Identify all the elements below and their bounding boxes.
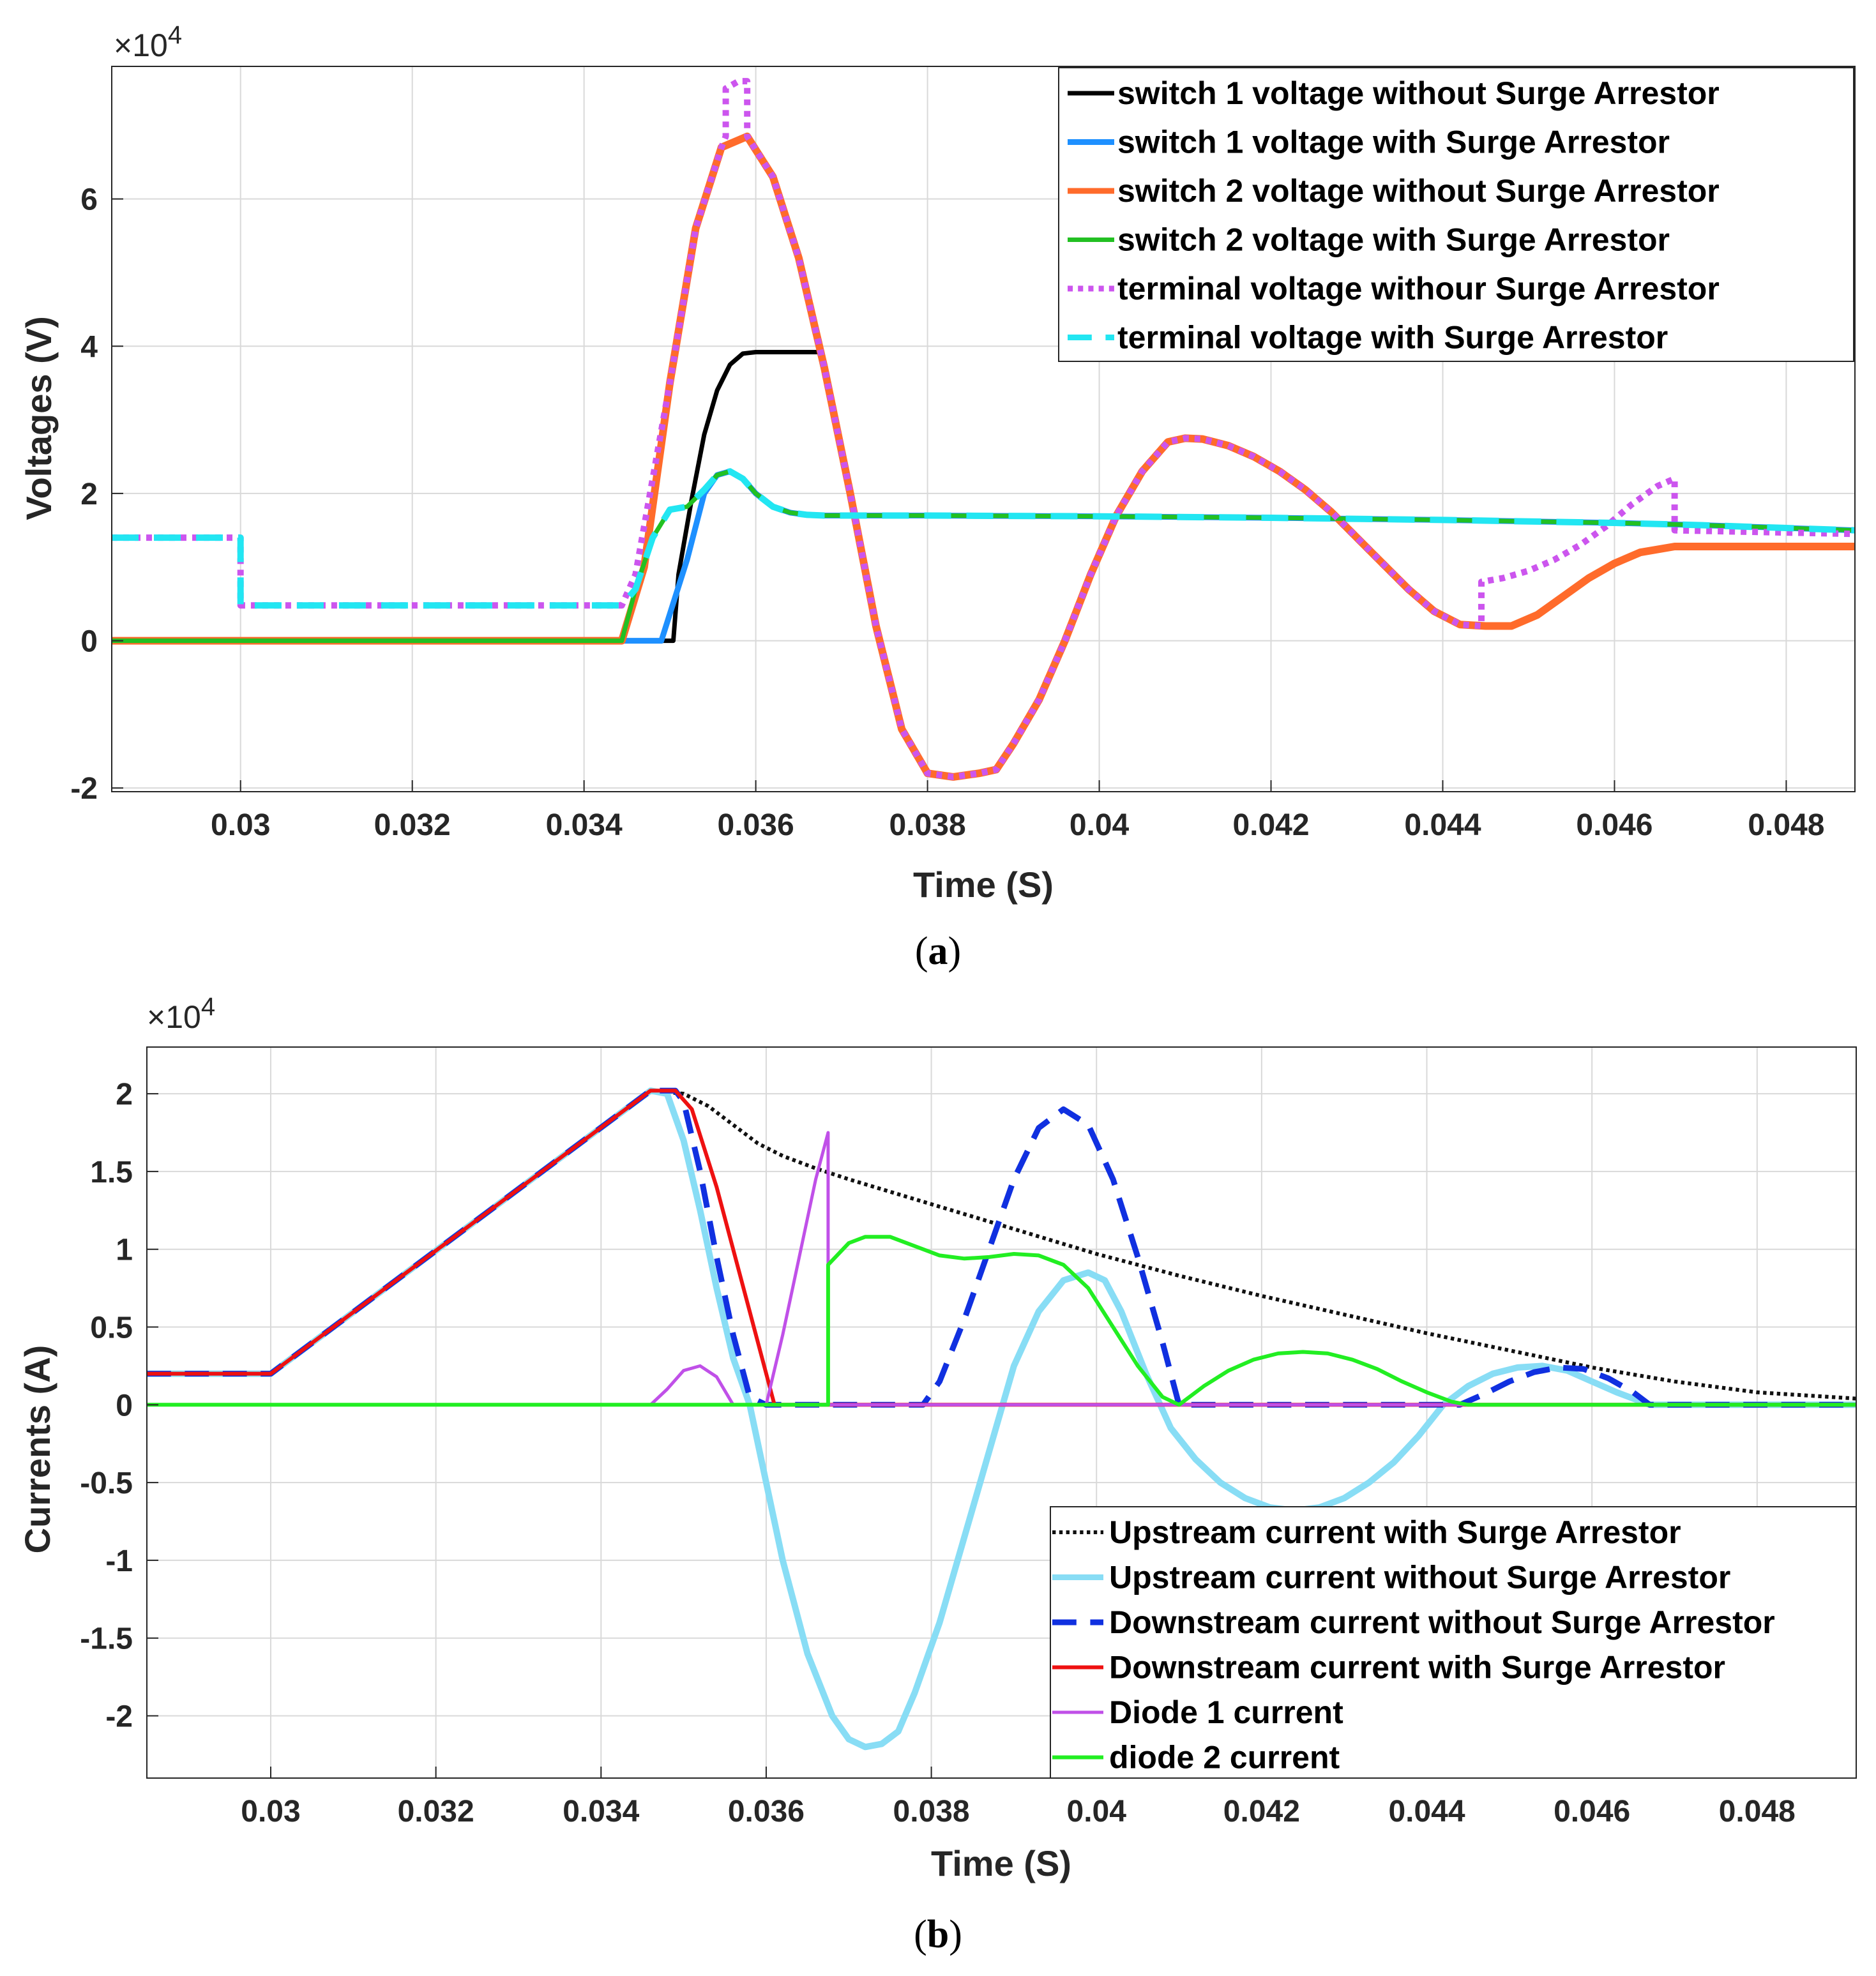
panel-a-series-terminal-voltage-with-surge-arrestor bbox=[112, 468, 1855, 609]
panel-b-y-tick-label: 2 bbox=[116, 1078, 133, 1112]
panel-b-series bbox=[147, 1087, 1856, 1751]
panel-a-voltages: 0.03 0.032 0.034 0.036 0.038 0.04 0.042 0.044 0.… bbox=[19, 21, 1856, 973]
panel-b-y-tick-label: -1.5 bbox=[80, 1622, 133, 1656]
panel-a-axes-frame bbox=[111, 66, 1856, 792]
panel-a-y-ticks: -2 0 2 4 6 bbox=[70, 183, 123, 806]
panel-a-series-terminal-voltage-withour-surge-arrestor bbox=[112, 78, 1855, 780]
panel-a-x-tick-label: 0.048 bbox=[1748, 808, 1824, 842]
panel-b-y-tick-label: -1 bbox=[105, 1544, 133, 1578]
panel-a-exponent: ×104 bbox=[114, 21, 182, 63]
panel-a-x-tick-label: 0.042 bbox=[1232, 808, 1309, 842]
panel-b-x-tick-label: 0.032 bbox=[398, 1795, 474, 1829]
panel-a-x-tick-label: 0.036 bbox=[718, 808, 794, 842]
panel-b-legend-box bbox=[1050, 1506, 1857, 1779]
panel-b-y-tick-label: -2 bbox=[105, 1700, 133, 1734]
panel-a-y-axis-label: Voltages (V) bbox=[19, 316, 59, 520]
panel-b-series-downstream-current-without-surge-arrestor bbox=[147, 1087, 1856, 1408]
panel-b-legend-label: Upstream current with Surge Arrestor bbox=[1109, 1514, 1681, 1550]
panel-b-legend-label: Diode 1 current bbox=[1109, 1694, 1343, 1730]
panel-a-legend-label: switch 1 voltage with Surge Arrestor bbox=[1117, 124, 1670, 160]
panel-b-y-tick-label: -0.5 bbox=[80, 1467, 133, 1500]
panel-a-legend-label: switch 1 voltage without Surge Arrestor bbox=[1117, 75, 1720, 111]
panel-b-y-tick-label: 1.5 bbox=[90, 1156, 133, 1189]
panel-b-x-ticks: 0.03 0.032 0.034 0.036 0.038 0.04 0.042 0.044 0.… bbox=[241, 1767, 1796, 1829]
panel-b-x-tick-label: 0.046 bbox=[1554, 1795, 1630, 1829]
panel-a-series bbox=[112, 78, 1855, 781]
panel-b-x-tick-label: 0.04 bbox=[1067, 1795, 1127, 1829]
panel-b-currents: 0.03 0.032 0.034 0.036 0.038 0.04 0.042 0.044 0.… bbox=[17, 993, 1857, 1956]
panel-b-x-tick-label: 0.044 bbox=[1388, 1795, 1465, 1829]
panel-a-legend-label: switch 2 voltage with Surge Arrestor bbox=[1117, 222, 1670, 258]
panel-b-x-tick-label: 0.036 bbox=[728, 1795, 805, 1829]
panel-b-y-tick-label: 0 bbox=[116, 1389, 133, 1422]
panel-b-legend-label: Downstream current without Surge Arresto… bbox=[1109, 1604, 1775, 1640]
panel-b-x-tick-label: 0.038 bbox=[893, 1795, 970, 1829]
panel-a-x-tick-label: 0.038 bbox=[889, 808, 966, 842]
panel-a-legend-box bbox=[1058, 67, 1854, 362]
panel-a-y-tick-label: 6 bbox=[80, 183, 98, 217]
panel-b-y-axis-label: Currents (A) bbox=[17, 1345, 57, 1554]
panel-b-caption: (b) bbox=[914, 1913, 962, 1956]
panel-a-legend: switch 1 voltage without Surge Arrestor s… bbox=[1058, 67, 1854, 362]
panel-b-x-axis-label: Time (S) bbox=[931, 1843, 1071, 1883]
panel-a-x-axis-label: Time (S) bbox=[913, 864, 1054, 905]
panel-a-x-tick-label: 0.04 bbox=[1070, 808, 1130, 842]
panel-b-x-tick-label: 0.048 bbox=[1719, 1795, 1796, 1829]
panel-b-y-tick-label: 1 bbox=[116, 1233, 133, 1267]
panel-b-x-tick-label: 0.042 bbox=[1223, 1795, 1300, 1829]
panel-a-caption: (a) bbox=[915, 930, 961, 973]
panel-b-x-tick-label: 0.03 bbox=[241, 1795, 300, 1829]
panel-b-legend: Upstream current with Surge Arrestor Upst… bbox=[1050, 1506, 1857, 1779]
panel-a-legend-label: switch 2 voltage without Surge Arrestor bbox=[1117, 173, 1720, 209]
panel-b-x-tick-label: 0.034 bbox=[563, 1795, 639, 1829]
panel-a-y-tick-label: 0 bbox=[80, 625, 98, 659]
panel-a-x-tick-label: 0.03 bbox=[211, 808, 270, 842]
panel-a-legend-label: terminal voltage with Surge Arrestor bbox=[1117, 320, 1668, 356]
panel-b-exponent: ×104 bbox=[147, 993, 215, 1035]
panel-b-series-diode-2-current bbox=[147, 1235, 1856, 1407]
panel-b-legend-label: Upstream current without Surge Arrestor bbox=[1109, 1560, 1730, 1595]
panel-a-x-tick-label: 0.034 bbox=[546, 808, 623, 842]
panel-b-legend-label: Downstream current with Surge Arrestor bbox=[1109, 1650, 1725, 1686]
panel-a-y-tick-label: -2 bbox=[70, 772, 98, 806]
panel-b-legend-label: diode 2 current bbox=[1109, 1740, 1340, 1776]
panel-b-axes-frame bbox=[146, 1046, 1857, 1779]
panel-b-y-tick-label: 0.5 bbox=[90, 1311, 133, 1345]
panel-a-y-tick-label: 4 bbox=[80, 330, 98, 364]
panel-a-x-ticks: 0.03 0.032 0.034 0.036 0.038 0.04 0.042 0.044 0.… bbox=[211, 780, 1824, 842]
panel-a-y-tick-label: 2 bbox=[80, 478, 98, 511]
panel-a-x-tick-label: 0.046 bbox=[1576, 808, 1653, 842]
panel-a-legend-label: terminal voltage withour Surge Arrestor bbox=[1117, 271, 1720, 306]
panel-a-x-tick-label: 0.044 bbox=[1404, 808, 1481, 842]
panel-b-y-ticks: -2 -1.5 -1 -0.5 0 0.5 1 1.5 2 bbox=[80, 1078, 158, 1734]
panel-b-series-downstream-current-with-surge-arrestor bbox=[147, 1089, 1856, 1407]
panel-b-series-upstream-current-with-surge-arrestor bbox=[147, 1089, 1856, 1401]
panel-a-x-tick-label: 0.032 bbox=[374, 808, 451, 842]
